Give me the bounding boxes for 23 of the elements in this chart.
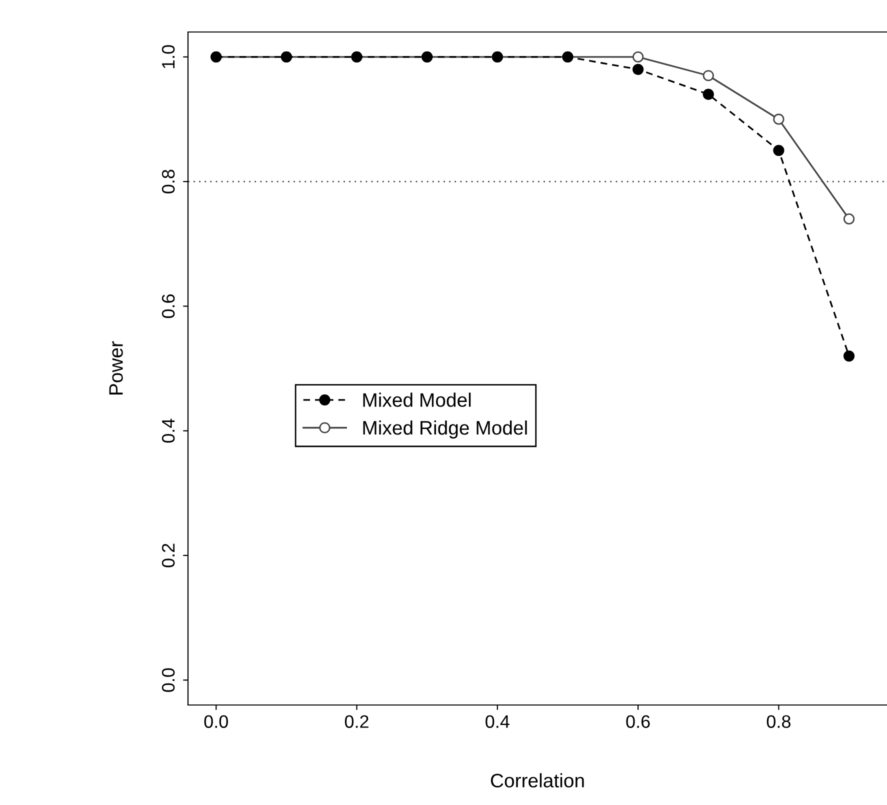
point — [632, 51, 644, 62]
point — [632, 64, 644, 75]
x-tick-label: 0.4 — [486, 715, 510, 728]
legend-label: Mixed Model — [363, 392, 471, 407]
point — [773, 144, 784, 156]
point — [702, 70, 714, 82]
x-tick-label: 0.6 — [626, 715, 650, 728]
y-tick-label: 0.8 — [162, 170, 175, 194]
legend-label: Mixed Ridge Model — [363, 420, 527, 439]
point — [843, 213, 855, 224]
x-tick-label: 0.2 — [344, 715, 368, 728]
y-tick-label: 0.6 — [162, 294, 175, 318]
point — [702, 88, 714, 100]
y-axis-title: Power — [109, 341, 123, 394]
y-tick-label: 0.0 — [162, 668, 175, 692]
point — [773, 114, 784, 125]
x-tick-label: 0.0 — [204, 715, 228, 728]
x-tick-label: 0.8 — [766, 715, 790, 728]
y-tick-label: 0.4 — [162, 418, 175, 443]
y-tick-label: 0.2 — [162, 544, 175, 568]
x-axis-title: Correlation — [490, 773, 584, 788]
y-tick-label: 1.0 — [162, 45, 175, 68]
point — [843, 350, 855, 362]
